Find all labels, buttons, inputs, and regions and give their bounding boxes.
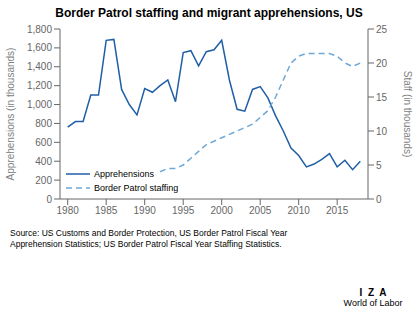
svg-text:15: 15 xyxy=(376,92,388,103)
svg-text:200: 200 xyxy=(35,175,52,186)
svg-text:5: 5 xyxy=(376,160,382,171)
svg-text:10: 10 xyxy=(376,126,388,137)
svg-text:25: 25 xyxy=(376,24,388,35)
svg-text:2005: 2005 xyxy=(249,205,272,216)
svg-text:1980: 1980 xyxy=(57,205,80,216)
svg-text:Staff (in thousands): Staff (in thousands) xyxy=(402,71,413,158)
svg-text:0: 0 xyxy=(376,194,382,205)
svg-text:1,800: 1,800 xyxy=(27,24,52,35)
svg-text:600: 600 xyxy=(35,137,52,148)
html-text:Source: US Customs and Border: Source: US Customs and Border Protection… xyxy=(10,228,288,249)
svg-text:Apprehensions (in thousands): Apprehensions (in thousands) xyxy=(5,48,16,181)
svg-text:1985: 1985 xyxy=(95,205,118,216)
svg-text:800: 800 xyxy=(35,118,52,129)
svg-text:1995: 1995 xyxy=(172,205,195,216)
svg-text:1,200: 1,200 xyxy=(27,80,52,91)
html-text:I Z A: I Z A xyxy=(359,287,387,298)
html-text:Border Patrol staffing: Border Patrol staffing xyxy=(94,183,179,193)
svg-text:2000: 2000 xyxy=(211,205,234,216)
html-text:Border Patrol staffing and mig: Border Patrol staffing and migrant appre… xyxy=(55,6,363,20)
svg-text:0: 0 xyxy=(46,194,52,205)
svg-text:1,600: 1,600 xyxy=(27,42,52,53)
svg-text:2015: 2015 xyxy=(326,205,349,216)
svg-text:1990: 1990 xyxy=(134,205,157,216)
svg-text:1,000: 1,000 xyxy=(27,99,52,110)
svg-text:400: 400 xyxy=(35,156,52,167)
html-text:World of Labor: World of Labor xyxy=(343,298,403,308)
html-text:Apprehensions: Apprehensions xyxy=(94,169,154,179)
svg-text:1,400: 1,400 xyxy=(27,61,52,72)
svg-text:20: 20 xyxy=(376,58,388,69)
svg-text:2010: 2010 xyxy=(288,205,311,216)
